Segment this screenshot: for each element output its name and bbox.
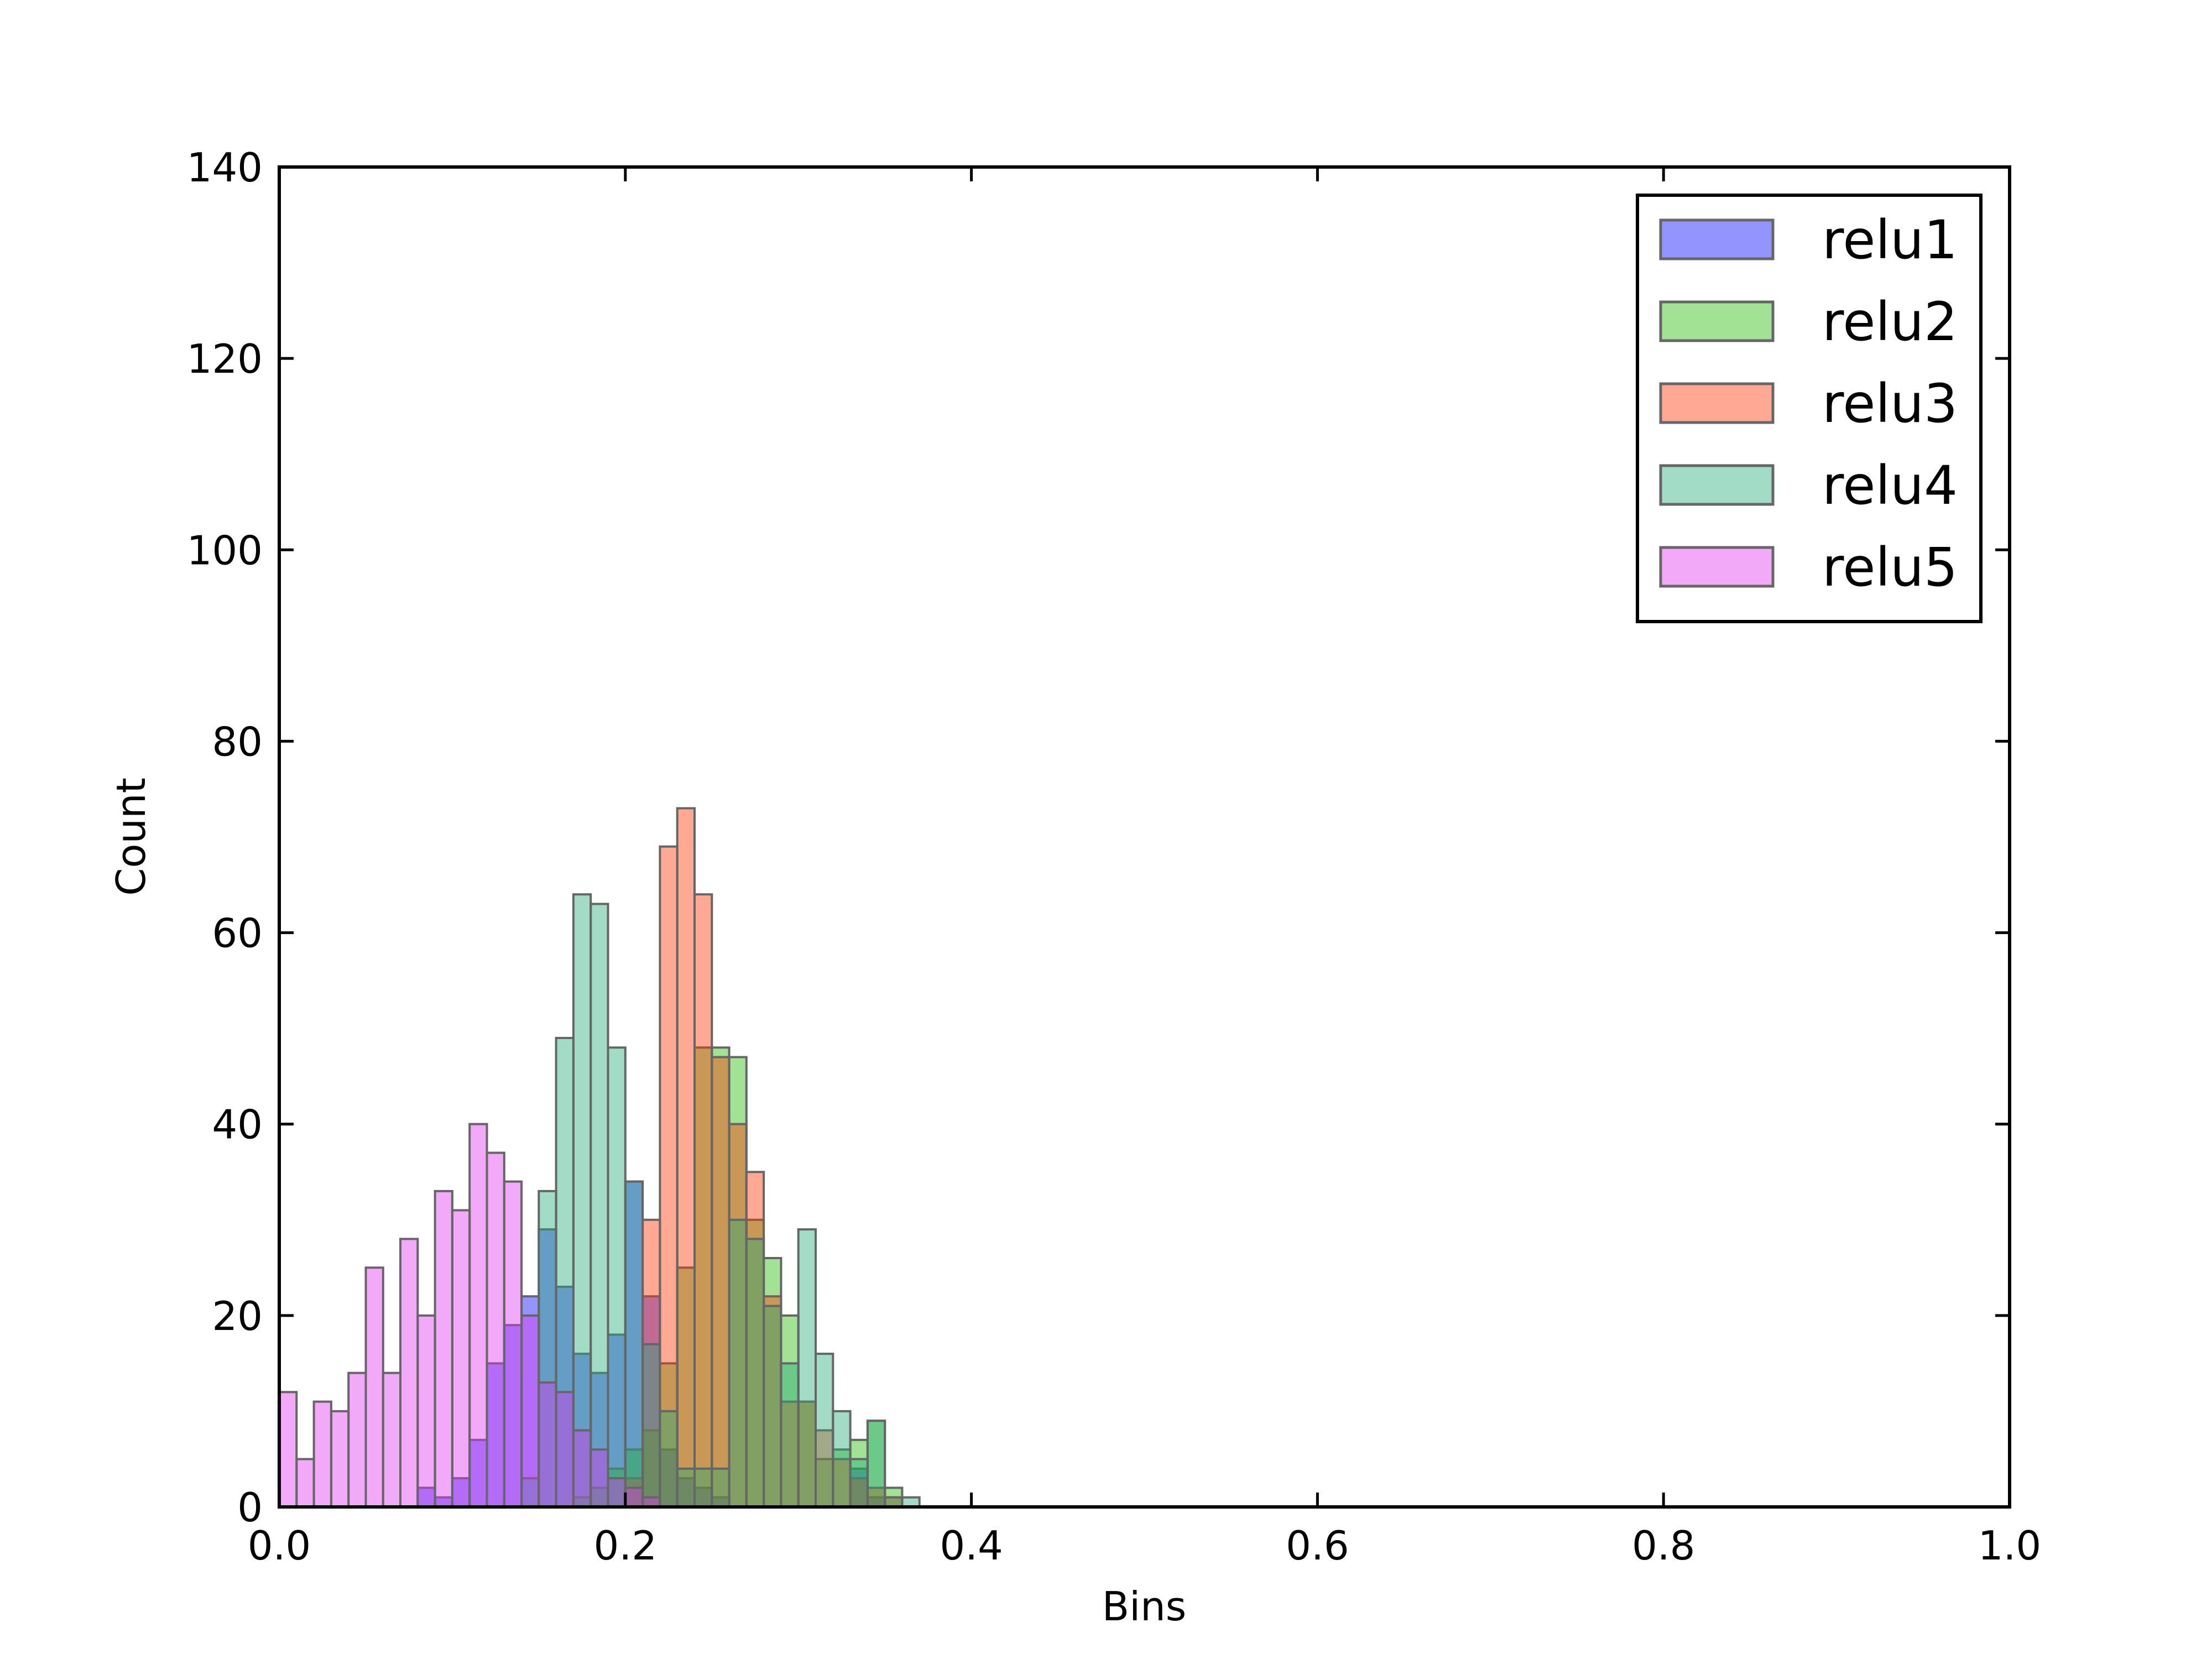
bar-relu5-1 — [295, 1458, 315, 1508]
legend: relu1 relu2 relu3 relu4 relu5 — [1636, 194, 1983, 623]
y-tick-label-5: 100 — [187, 527, 263, 573]
legend-label-relu2: relu2 — [1822, 291, 1958, 353]
x-tick-label-0: 0.0 — [248, 1522, 311, 1569]
y-axis-title: Count — [108, 778, 154, 896]
histogram-bars — [278, 807, 921, 1509]
bar-relu5-19 — [607, 1477, 627, 1509]
bar-relu5-4 — [347, 1371, 367, 1508]
x-axis-title: Bins — [1102, 1583, 1187, 1630]
bar-relu2-6 — [676, 1266, 696, 1509]
legend-label-relu1: relu1 — [1822, 209, 1958, 271]
bar-relu4-12 — [728, 1218, 748, 1509]
axis-tick-labels: 0.0 0.2 0.4 0.6 0.8 1.0 0 20 40 60 80 100 120 140 — [187, 144, 2042, 1569]
bar-relu5-14 — [520, 1314, 540, 1508]
bar-relu5-7 — [399, 1238, 419, 1508]
bar-relu5-12 — [486, 1151, 505, 1509]
bar-relu4-15 — [780, 1362, 800, 1508]
bar-relu5-11 — [468, 1123, 488, 1508]
legend-label-relu5: relu5 — [1822, 536, 1958, 598]
axis-ticks — [278, 165, 2011, 1509]
y-tick-label-1: 20 — [212, 1293, 263, 1339]
bar-relu4-14 — [763, 1305, 782, 1509]
bar-relu4-5 — [607, 1046, 627, 1509]
bar-relu5-16 — [555, 1391, 575, 1509]
y-tick-label-6: 120 — [187, 336, 263, 382]
bar-relu5-0 — [278, 1391, 298, 1509]
bar-relu4-4 — [589, 902, 609, 1508]
bar-relu4-9 — [676, 1467, 696, 1509]
y-tick-label-0: 0 — [237, 1484, 263, 1531]
legend-label-relu4: relu4 — [1822, 455, 1958, 517]
bar-relu5-17 — [572, 1429, 592, 1508]
legend-label-relu3: relu3 — [1822, 373, 1958, 435]
y-tick-label-2: 40 — [212, 1102, 263, 1148]
bar-relu4-7 — [641, 1343, 661, 1509]
bar-relu5-18 — [589, 1448, 609, 1508]
x-tick-label-1: 0.2 — [594, 1522, 658, 1569]
bar-relu4-6 — [624, 1180, 644, 1509]
bar-relu4-18 — [832, 1410, 852, 1508]
bar-relu5-8 — [416, 1314, 436, 1508]
bar-relu5-9 — [434, 1190, 453, 1508]
bar-relu4-13 — [745, 1238, 765, 1508]
legend-swatch-relu5 — [1659, 546, 1775, 588]
bar-relu4-3 — [572, 893, 592, 1508]
bar-relu5-5 — [364, 1266, 384, 1509]
bar-relu1-18 — [849, 1467, 869, 1509]
bar-relu3-5 — [711, 1056, 731, 1508]
bar-relu5-20 — [624, 1486, 644, 1508]
bar-relu3-10 — [797, 1400, 817, 1509]
x-tick-label-3: 0.6 — [1286, 1522, 1349, 1569]
bar-relu4-19 — [849, 1458, 869, 1508]
bar-relu4-1 — [538, 1190, 557, 1508]
bar-relu4-10 — [693, 1467, 713, 1509]
bar-relu4-8 — [659, 1410, 679, 1508]
bar-relu3-8 — [763, 1295, 782, 1508]
bar-relu3-3 — [676, 807, 696, 1508]
bar-relu2-8 — [711, 1046, 731, 1509]
legend-box — [1636, 194, 1983, 623]
legend-swatch-relu2 — [1659, 300, 1775, 342]
bar-relu5-3 — [330, 1410, 350, 1508]
bar-relu4-16 — [797, 1228, 817, 1509]
y-tick-label-3: 60 — [212, 910, 263, 957]
x-tick-label-4: 0.8 — [1632, 1522, 1695, 1569]
bar-relu5-2 — [312, 1400, 332, 1509]
y-tick-label-7: 140 — [187, 144, 263, 191]
y-tick-label-4: 80 — [212, 718, 263, 765]
legend-swatch-relu3 — [1659, 382, 1775, 424]
plot-frame — [278, 165, 2011, 1509]
bar-relu5-15 — [538, 1381, 557, 1508]
x-tick-label-5: 1.0 — [1978, 1522, 2042, 1569]
bar-relu5-13 — [503, 1180, 523, 1509]
bar-relu3-4 — [693, 893, 713, 1508]
legend-swatch-relu1 — [1659, 218, 1775, 260]
bar-relu3-2 — [659, 845, 679, 1508]
x-tick-label-2: 0.4 — [940, 1522, 1003, 1569]
bar-relu4-20 — [866, 1420, 886, 1508]
bar-relu4-11 — [711, 1467, 731, 1509]
bar-relu5-6 — [382, 1371, 402, 1508]
bar-relu4-17 — [815, 1353, 834, 1509]
bar-relu5-10 — [451, 1209, 471, 1508]
legend-swatch-relu4 — [1659, 464, 1775, 506]
